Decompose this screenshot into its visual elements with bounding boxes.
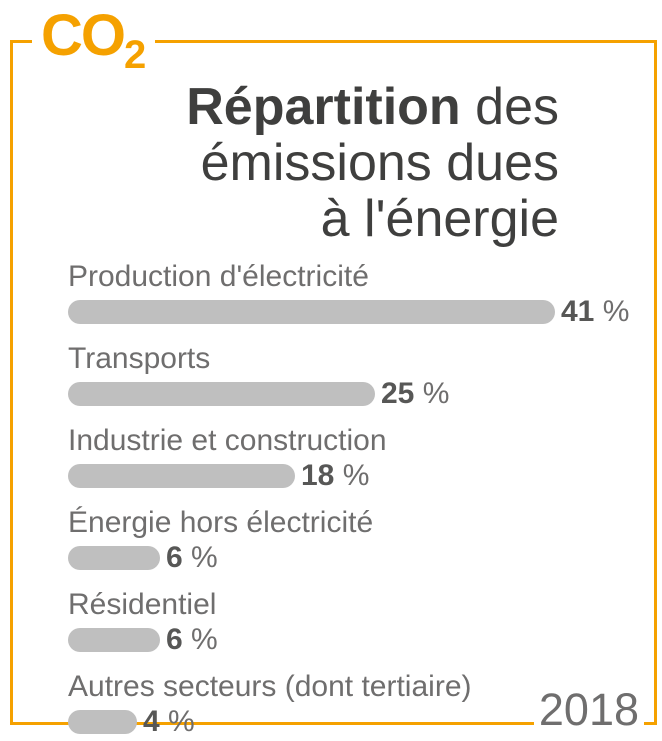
value-unit: % bbox=[334, 459, 370, 492]
category-label: Production d'électricité bbox=[68, 260, 369, 293]
value-unit: % bbox=[182, 541, 218, 574]
value-unit: % bbox=[182, 623, 218, 656]
category-label: Énergie hors électricité bbox=[68, 506, 374, 539]
bar-line: 4 % bbox=[68, 707, 654, 737]
value-label: 6 % bbox=[166, 543, 218, 573]
value-label: 6 % bbox=[166, 625, 218, 655]
bar-row: Autres secteurs (dont tertiaire) 4 % bbox=[68, 671, 654, 737]
value-number: 6 bbox=[166, 541, 183, 574]
bar-row: Résidentiel 6 % bbox=[68, 589, 654, 655]
category-label: Industrie et construction bbox=[68, 424, 387, 457]
bar-row: Énergie hors électricité 6 % bbox=[68, 507, 654, 573]
value-label: 25 % bbox=[381, 379, 449, 409]
co2-logo: CO2 bbox=[32, 3, 156, 77]
value-label: 41 % bbox=[561, 297, 629, 327]
value-number: 41 bbox=[561, 295, 595, 328]
bar bbox=[68, 464, 295, 488]
bar-line: 41 % bbox=[68, 297, 654, 327]
category-label: Résidentiel bbox=[68, 588, 217, 621]
bar bbox=[68, 382, 375, 406]
co2-logo-text: CO bbox=[41, 3, 126, 68]
chart-title-bold-word: Répartition bbox=[186, 78, 461, 136]
bars-list: Production d'électricité 41 % Transports… bbox=[13, 261, 654, 737]
chart-title-line2: émissions dues bbox=[200, 134, 559, 192]
bar bbox=[68, 546, 160, 570]
category-label: Autres secteurs (dont tertiaire) bbox=[68, 670, 472, 703]
bar bbox=[68, 300, 555, 324]
orange-frame-border: CO2 Répartition des émissions dues à l'é… bbox=[10, 5, 657, 737]
year-label: 2018 bbox=[533, 687, 644, 733]
bar-row: Industrie et construction 18 % bbox=[68, 425, 654, 491]
value-number: 6 bbox=[166, 623, 183, 656]
chart-title: Répartition des émissions dues à l'énerg… bbox=[13, 79, 654, 247]
bar-line: 18 % bbox=[68, 461, 654, 491]
bar bbox=[68, 628, 160, 652]
bar-row: Production d'électricité 41 % bbox=[68, 261, 654, 327]
value-label: 18 % bbox=[301, 461, 369, 491]
value-label: 4 % bbox=[143, 707, 195, 737]
bar-line: 25 % bbox=[68, 379, 654, 409]
bar-line: 6 % bbox=[68, 543, 654, 573]
value-number: 25 bbox=[381, 377, 415, 410]
value-unit: % bbox=[159, 705, 195, 738]
chart-title-line1: Répartition des bbox=[13, 79, 559, 135]
value-unit: % bbox=[414, 377, 450, 410]
bar-row: Transports 25 % bbox=[68, 343, 654, 409]
value-number: 18 bbox=[301, 459, 335, 492]
bar-line: 6 % bbox=[68, 625, 654, 655]
value-unit: % bbox=[594, 295, 630, 328]
bar bbox=[68, 710, 137, 734]
chart-title-line3: à l'énergie bbox=[320, 190, 559, 248]
category-label: Transports bbox=[68, 342, 211, 375]
co2-logo-subscript: 2 bbox=[124, 33, 147, 77]
chart-title-line1-rest: des bbox=[460, 78, 559, 136]
value-number: 4 bbox=[143, 705, 160, 738]
